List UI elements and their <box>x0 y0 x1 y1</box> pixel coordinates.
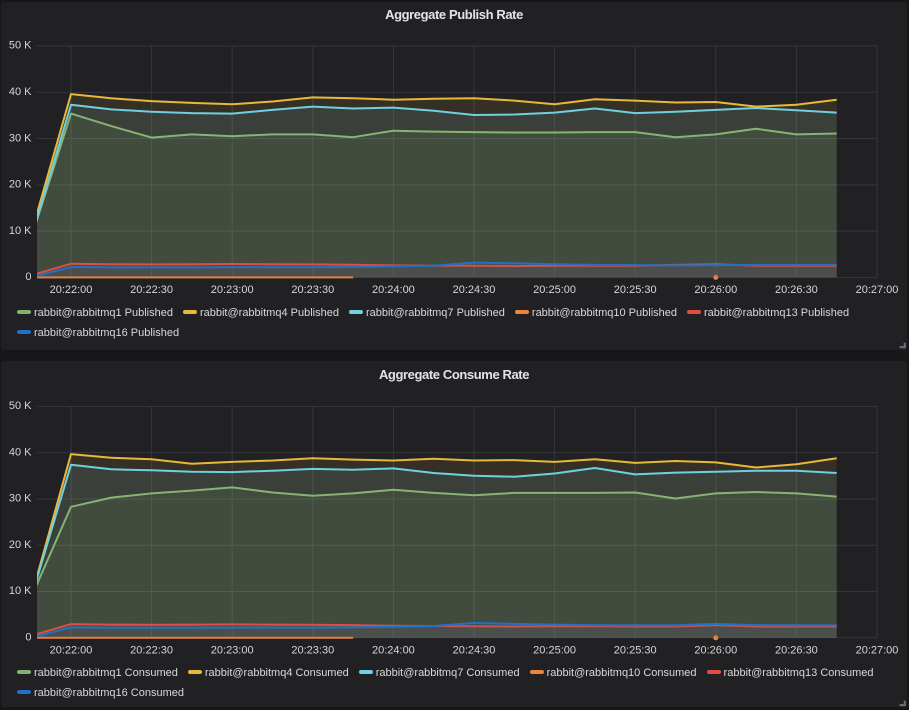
svg-text:20:25:30: 20:25:30 <box>614 284 657 296</box>
svg-text:20:22:30: 20:22:30 <box>130 284 173 296</box>
svg-text:20:26:00: 20:26:00 <box>694 284 737 296</box>
svg-text:20:22:30: 20:22:30 <box>130 645 173 657</box>
svg-text:10 K: 10 K <box>9 225 32 237</box>
svg-text:50 K: 50 K <box>9 40 32 52</box>
svg-text:20:24:30: 20:24:30 <box>453 645 496 657</box>
svg-text:20:24:00: 20:24:00 <box>372 645 415 657</box>
svg-text:30 K: 30 K <box>9 132 32 144</box>
svg-text:20:26:30: 20:26:30 <box>775 645 818 657</box>
svg-text:20:22:00: 20:22:00 <box>50 284 93 296</box>
svg-text:20:27:00: 20:27:00 <box>856 284 899 296</box>
svg-text:20:25:00: 20:25:00 <box>533 645 576 657</box>
svg-text:20 K: 20 K <box>9 539 32 551</box>
svg-text:50 K: 50 K <box>9 400 32 412</box>
svg-text:20:23:30: 20:23:30 <box>291 645 334 657</box>
svg-text:20:26:30: 20:26:30 <box>775 284 818 296</box>
svg-text:20:27:00: 20:27:00 <box>856 645 899 657</box>
svg-text:10 K: 10 K <box>9 585 32 597</box>
svg-text:20:24:00: 20:24:00 <box>372 284 415 296</box>
svg-text:40 K: 40 K <box>9 86 32 98</box>
svg-text:20 K: 20 K <box>9 179 32 191</box>
svg-text:20:26:00: 20:26:00 <box>694 645 737 657</box>
svg-text:20:23:00: 20:23:00 <box>211 645 254 657</box>
svg-text:20:23:30: 20:23:30 <box>291 284 334 296</box>
svg-text:20:24:30: 20:24:30 <box>453 284 496 296</box>
svg-text:20:25:00: 20:25:00 <box>533 284 576 296</box>
svg-text:30 K: 30 K <box>9 493 32 505</box>
svg-text:20:22:00: 20:22:00 <box>50 645 93 657</box>
svg-text:20:23:00: 20:23:00 <box>211 284 254 296</box>
svg-text:20:25:30: 20:25:30 <box>614 645 657 657</box>
svg-text:40 K: 40 K <box>9 446 32 458</box>
svg-text:0: 0 <box>25 632 31 644</box>
svg-text:0: 0 <box>25 271 31 283</box>
